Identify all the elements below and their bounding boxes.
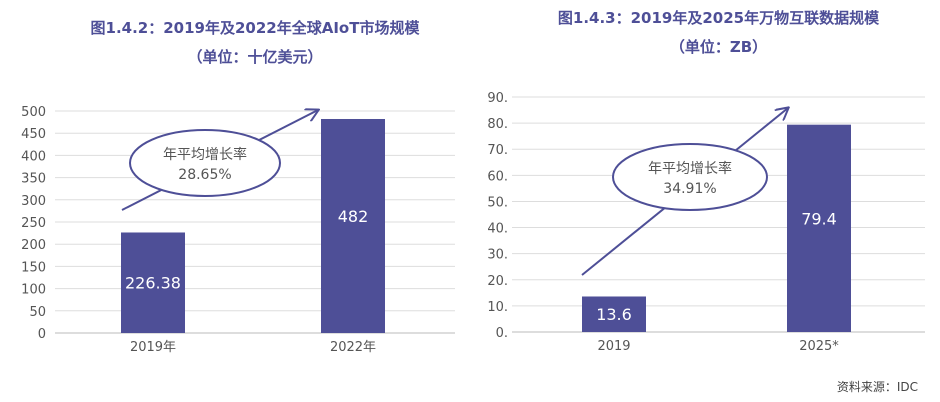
- chart-title: 图1.4.2：2019年及2022年全球AIoT市场规模: [91, 19, 421, 37]
- data-label: 226.38: [125, 274, 181, 293]
- y-tick-label: 60.: [487, 169, 508, 184]
- x-tick-label: 2025*: [799, 339, 839, 354]
- source-note: 资料来源：IDC: [836, 380, 918, 394]
- annotation-label: 年平均增长率: [648, 160, 732, 177]
- bar: [121, 232, 185, 333]
- y-tick-label: 150: [21, 260, 46, 275]
- y-tick-label: 30.: [487, 248, 508, 263]
- y-tick-label: 20.: [487, 274, 508, 289]
- y-tick-label: 100: [21, 283, 46, 298]
- y-tick-label: 300: [21, 194, 46, 209]
- annotation-value: 28.65%: [178, 167, 231, 183]
- y-tick-label: 0: [38, 327, 46, 342]
- y-tick-label: 450: [21, 127, 46, 142]
- annotation-ellipse: [129, 129, 281, 197]
- y-tick-label: 90.: [487, 91, 508, 106]
- y-tick-label: 10.: [487, 300, 508, 315]
- bar: [321, 118, 385, 333]
- y-tick-label: 40.: [487, 222, 508, 237]
- annotation-ellipse: [612, 143, 768, 211]
- y-tick-label: 350: [21, 172, 46, 187]
- y-tick-label: 250: [21, 216, 46, 231]
- data-label: 482: [338, 207, 369, 226]
- chart-subtitle: （单位：十亿美元）: [187, 48, 322, 66]
- bar: [787, 124, 851, 332]
- x-tick-label: 2022年: [330, 340, 376, 355]
- annotation-value: 34.91%: [663, 181, 716, 197]
- bar: [582, 296, 646, 332]
- y-tick-label: 400: [21, 149, 46, 164]
- y-tick-label: 80.: [487, 117, 508, 132]
- data-label: 79.4: [801, 209, 837, 228]
- x-tick-label: 2019年: [130, 340, 176, 355]
- chart-title: 图1.4.3：2019年及2025年万物互联数据规模: [558, 9, 880, 27]
- chart-subtitle: （单位：ZB）: [670, 38, 767, 56]
- y-tick-label: 500: [21, 105, 46, 120]
- y-tick-label: 50.: [487, 195, 508, 210]
- y-tick-label: 50: [29, 305, 46, 320]
- y-tick-label: 0.: [496, 326, 508, 341]
- y-tick-label: 70.: [487, 143, 508, 158]
- y-tick-label: 200: [21, 238, 46, 253]
- data-label: 13.6: [596, 305, 632, 324]
- x-tick-label: 2019: [597, 339, 630, 354]
- annotation-label: 年平均增长率: [163, 146, 247, 163]
